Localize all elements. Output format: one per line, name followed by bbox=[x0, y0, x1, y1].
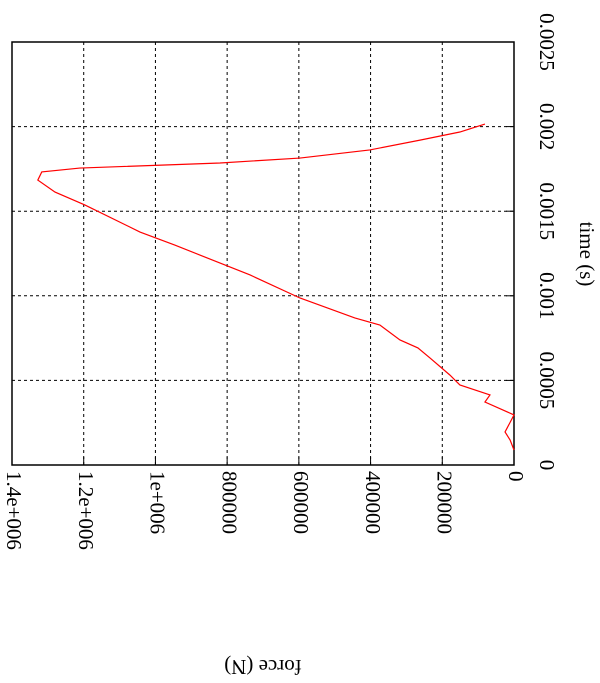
x-tick-label: 0.0015 bbox=[535, 182, 559, 240]
y-tick-label: 800000 bbox=[217, 471, 241, 534]
y-tick-label: 1.2e+006 bbox=[74, 471, 98, 550]
plot-frame bbox=[11, 41, 515, 466]
y-tick-label: 600000 bbox=[289, 471, 313, 534]
x-tick-label: 0.0025 bbox=[535, 13, 559, 71]
y-tick-label: 200000 bbox=[432, 471, 456, 534]
x-tick-label: 0.0005 bbox=[535, 352, 559, 410]
y-tick-label: 0 bbox=[504, 471, 528, 482]
data-line bbox=[37, 123, 515, 451]
x-tick-label: 0.002 bbox=[535, 103, 559, 150]
y-tick-label: 400000 bbox=[361, 471, 385, 534]
y-tick-label: 1.4e+006 bbox=[2, 471, 26, 550]
y-axis-label: force (N) bbox=[224, 655, 302, 679]
x-tick-label: 0.001 bbox=[535, 272, 559, 319]
x-tick-label: 0 bbox=[535, 460, 559, 471]
x-axis-label: time (s) bbox=[575, 222, 599, 287]
y-tick-label: 1e+006 bbox=[146, 471, 170, 534]
